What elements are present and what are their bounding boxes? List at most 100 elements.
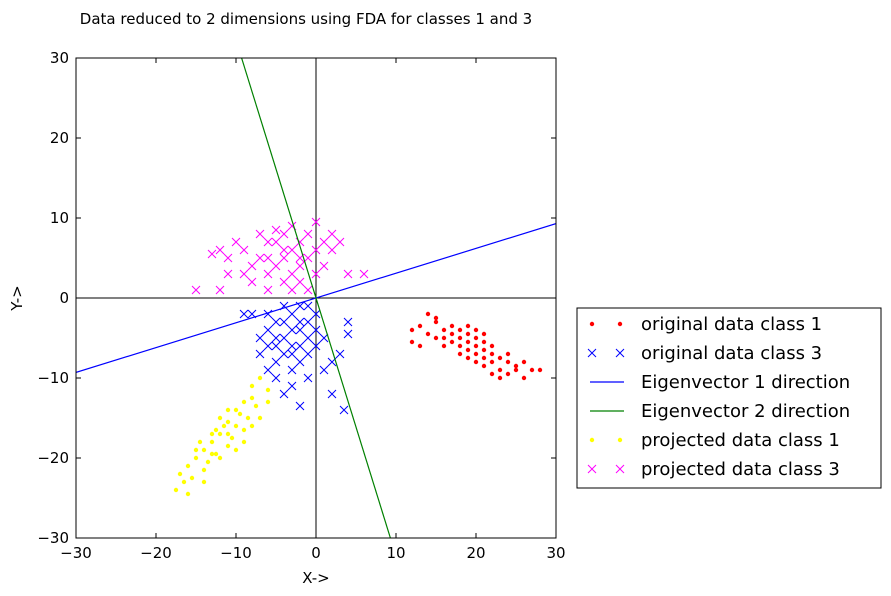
original-data-class-3-point xyxy=(327,389,337,399)
legend-item-projected-data-class-3: projected data class 3 xyxy=(587,459,840,480)
original-data-class-1-point xyxy=(481,355,487,361)
original-data-class-1-point xyxy=(505,371,511,377)
projected-data-class-1-point xyxy=(217,431,223,437)
projected-data-class-1-point xyxy=(185,463,191,469)
original-data-class-3-point xyxy=(311,341,321,351)
legend-item-eigenvector-1-direction: Eigenvector 1 direction xyxy=(590,372,850,393)
axis-ticks: −30 −20 −10 0 10 20 30 −30 −20 −10 0 10 20 30 xyxy=(37,49,565,562)
original-data-class-3-point xyxy=(311,309,321,319)
projected-data-class-3-point xyxy=(311,217,321,227)
legend-swatch xyxy=(587,464,597,474)
projected-data-class-3-point xyxy=(263,237,273,247)
original-data-class-1-point xyxy=(457,327,463,333)
original-data-class-3-point xyxy=(271,373,281,383)
original-data-class-1-point xyxy=(449,339,455,345)
projected-data-class-3-point xyxy=(279,229,289,239)
original-data-class-1-point xyxy=(441,343,447,349)
projected-data-class-3-point xyxy=(271,261,281,271)
original-data-class-1-point xyxy=(505,359,511,365)
projected-data-class-3-point xyxy=(263,285,273,295)
projected-data-class-3-point xyxy=(215,285,225,295)
original-data-class-1-point xyxy=(521,359,527,365)
original-data-class-1-point xyxy=(441,335,447,341)
projected-data-class-1-point xyxy=(233,423,239,429)
y-tick-label: 0 xyxy=(59,289,69,307)
projected-data-class-3-point xyxy=(335,237,345,247)
original-data-class-1-point xyxy=(433,315,439,321)
projected-data-class-3-point xyxy=(279,245,289,255)
projected-data-class-3-point xyxy=(255,229,265,239)
projected-data-class-1-point xyxy=(265,399,271,405)
projected-data-class-1-point xyxy=(217,415,223,421)
projected-data-class-3-point xyxy=(311,245,321,255)
y-tick-label: 20 xyxy=(50,129,69,147)
legend-item-eigenvector-2-direction: Eigenvector 2 direction xyxy=(590,401,850,422)
original-data-class-3-point xyxy=(279,333,289,343)
projected-data-class-1-point xyxy=(201,479,207,485)
projected-data-class-3-point xyxy=(223,269,233,279)
legend-label: projected data class 1 xyxy=(641,430,840,451)
projected-data-class-1-point xyxy=(229,435,235,441)
original-data-class-3-point xyxy=(311,325,321,335)
original-data-class-3-point xyxy=(239,309,249,319)
original-data-class-3-point xyxy=(287,325,297,335)
projected-data-class-1-point xyxy=(217,455,223,461)
projected-data-class-3-point xyxy=(287,269,297,279)
original-data-class-3-point xyxy=(263,341,273,351)
projected-data-class-3-point xyxy=(247,261,257,271)
projected-data-class-1-point xyxy=(237,411,243,417)
original-data-class-3-point xyxy=(287,349,297,359)
projected-data-class-3-point xyxy=(295,261,305,271)
projected-data-class-3-point xyxy=(303,229,313,239)
original-data-class-1-point xyxy=(465,347,471,353)
original-data-class-1-point xyxy=(497,355,503,361)
series-projected-data-class-1 xyxy=(173,375,271,497)
original-data-class-1-point xyxy=(489,371,495,377)
projected-data-class-1-point xyxy=(209,451,215,457)
y-axis-label: Y-> xyxy=(8,285,26,311)
original-data-class-1-point xyxy=(481,363,487,369)
legend-label: Eigenvector 1 direction xyxy=(641,372,850,393)
legend-swatch xyxy=(615,464,625,474)
original-data-class-3-point xyxy=(287,309,297,319)
original-data-class-1-point xyxy=(465,323,471,329)
projected-data-class-1-point xyxy=(209,439,215,445)
projected-data-class-3-point xyxy=(239,245,249,255)
projected-data-class-3-point xyxy=(263,253,273,263)
series-projected-data-class-3 xyxy=(191,217,369,295)
projected-data-class-1-point xyxy=(241,439,247,445)
original-data-class-3-point xyxy=(271,317,281,327)
projected-data-class-1-point xyxy=(201,447,207,453)
projected-data-class-1-point xyxy=(241,399,247,405)
projected-data-class-1-point xyxy=(193,447,199,453)
legend-swatch xyxy=(589,437,595,443)
legend-label: projected data class 3 xyxy=(641,459,840,480)
original-data-class-3-point xyxy=(295,325,305,335)
original-data-class-1-point xyxy=(473,351,479,357)
x-axis-label: X-> xyxy=(302,569,330,587)
projected-data-class-1-point xyxy=(209,431,215,437)
projected-data-class-3-point xyxy=(279,253,289,263)
projected-data-class-3-point xyxy=(255,253,265,263)
original-data-class-3-point xyxy=(303,333,313,343)
original-data-class-1-point xyxy=(521,375,527,381)
original-data-class-3-point xyxy=(339,405,349,415)
original-data-class-3-point xyxy=(319,365,329,375)
projected-data-class-3-point xyxy=(271,237,281,247)
original-data-class-1-point xyxy=(433,319,439,325)
original-data-class-1-point xyxy=(473,343,479,349)
original-data-class-1-point xyxy=(537,367,543,373)
original-data-class-1-point xyxy=(425,331,431,337)
original-data-class-1-point xyxy=(433,335,439,341)
x-tick-label: −30 xyxy=(60,544,92,562)
y-tick-label: −20 xyxy=(37,449,69,467)
legend-swatch xyxy=(589,321,595,327)
original-data-class-1-point xyxy=(457,335,463,341)
projected-data-class-1-point xyxy=(185,491,191,497)
original-data-class-1-point xyxy=(465,331,471,337)
original-data-class-1-point xyxy=(489,351,495,357)
original-data-class-1-point xyxy=(473,335,479,341)
projected-data-class-3-point xyxy=(303,285,313,295)
original-data-class-1-point xyxy=(529,367,535,373)
projected-data-class-1-point xyxy=(221,423,227,429)
